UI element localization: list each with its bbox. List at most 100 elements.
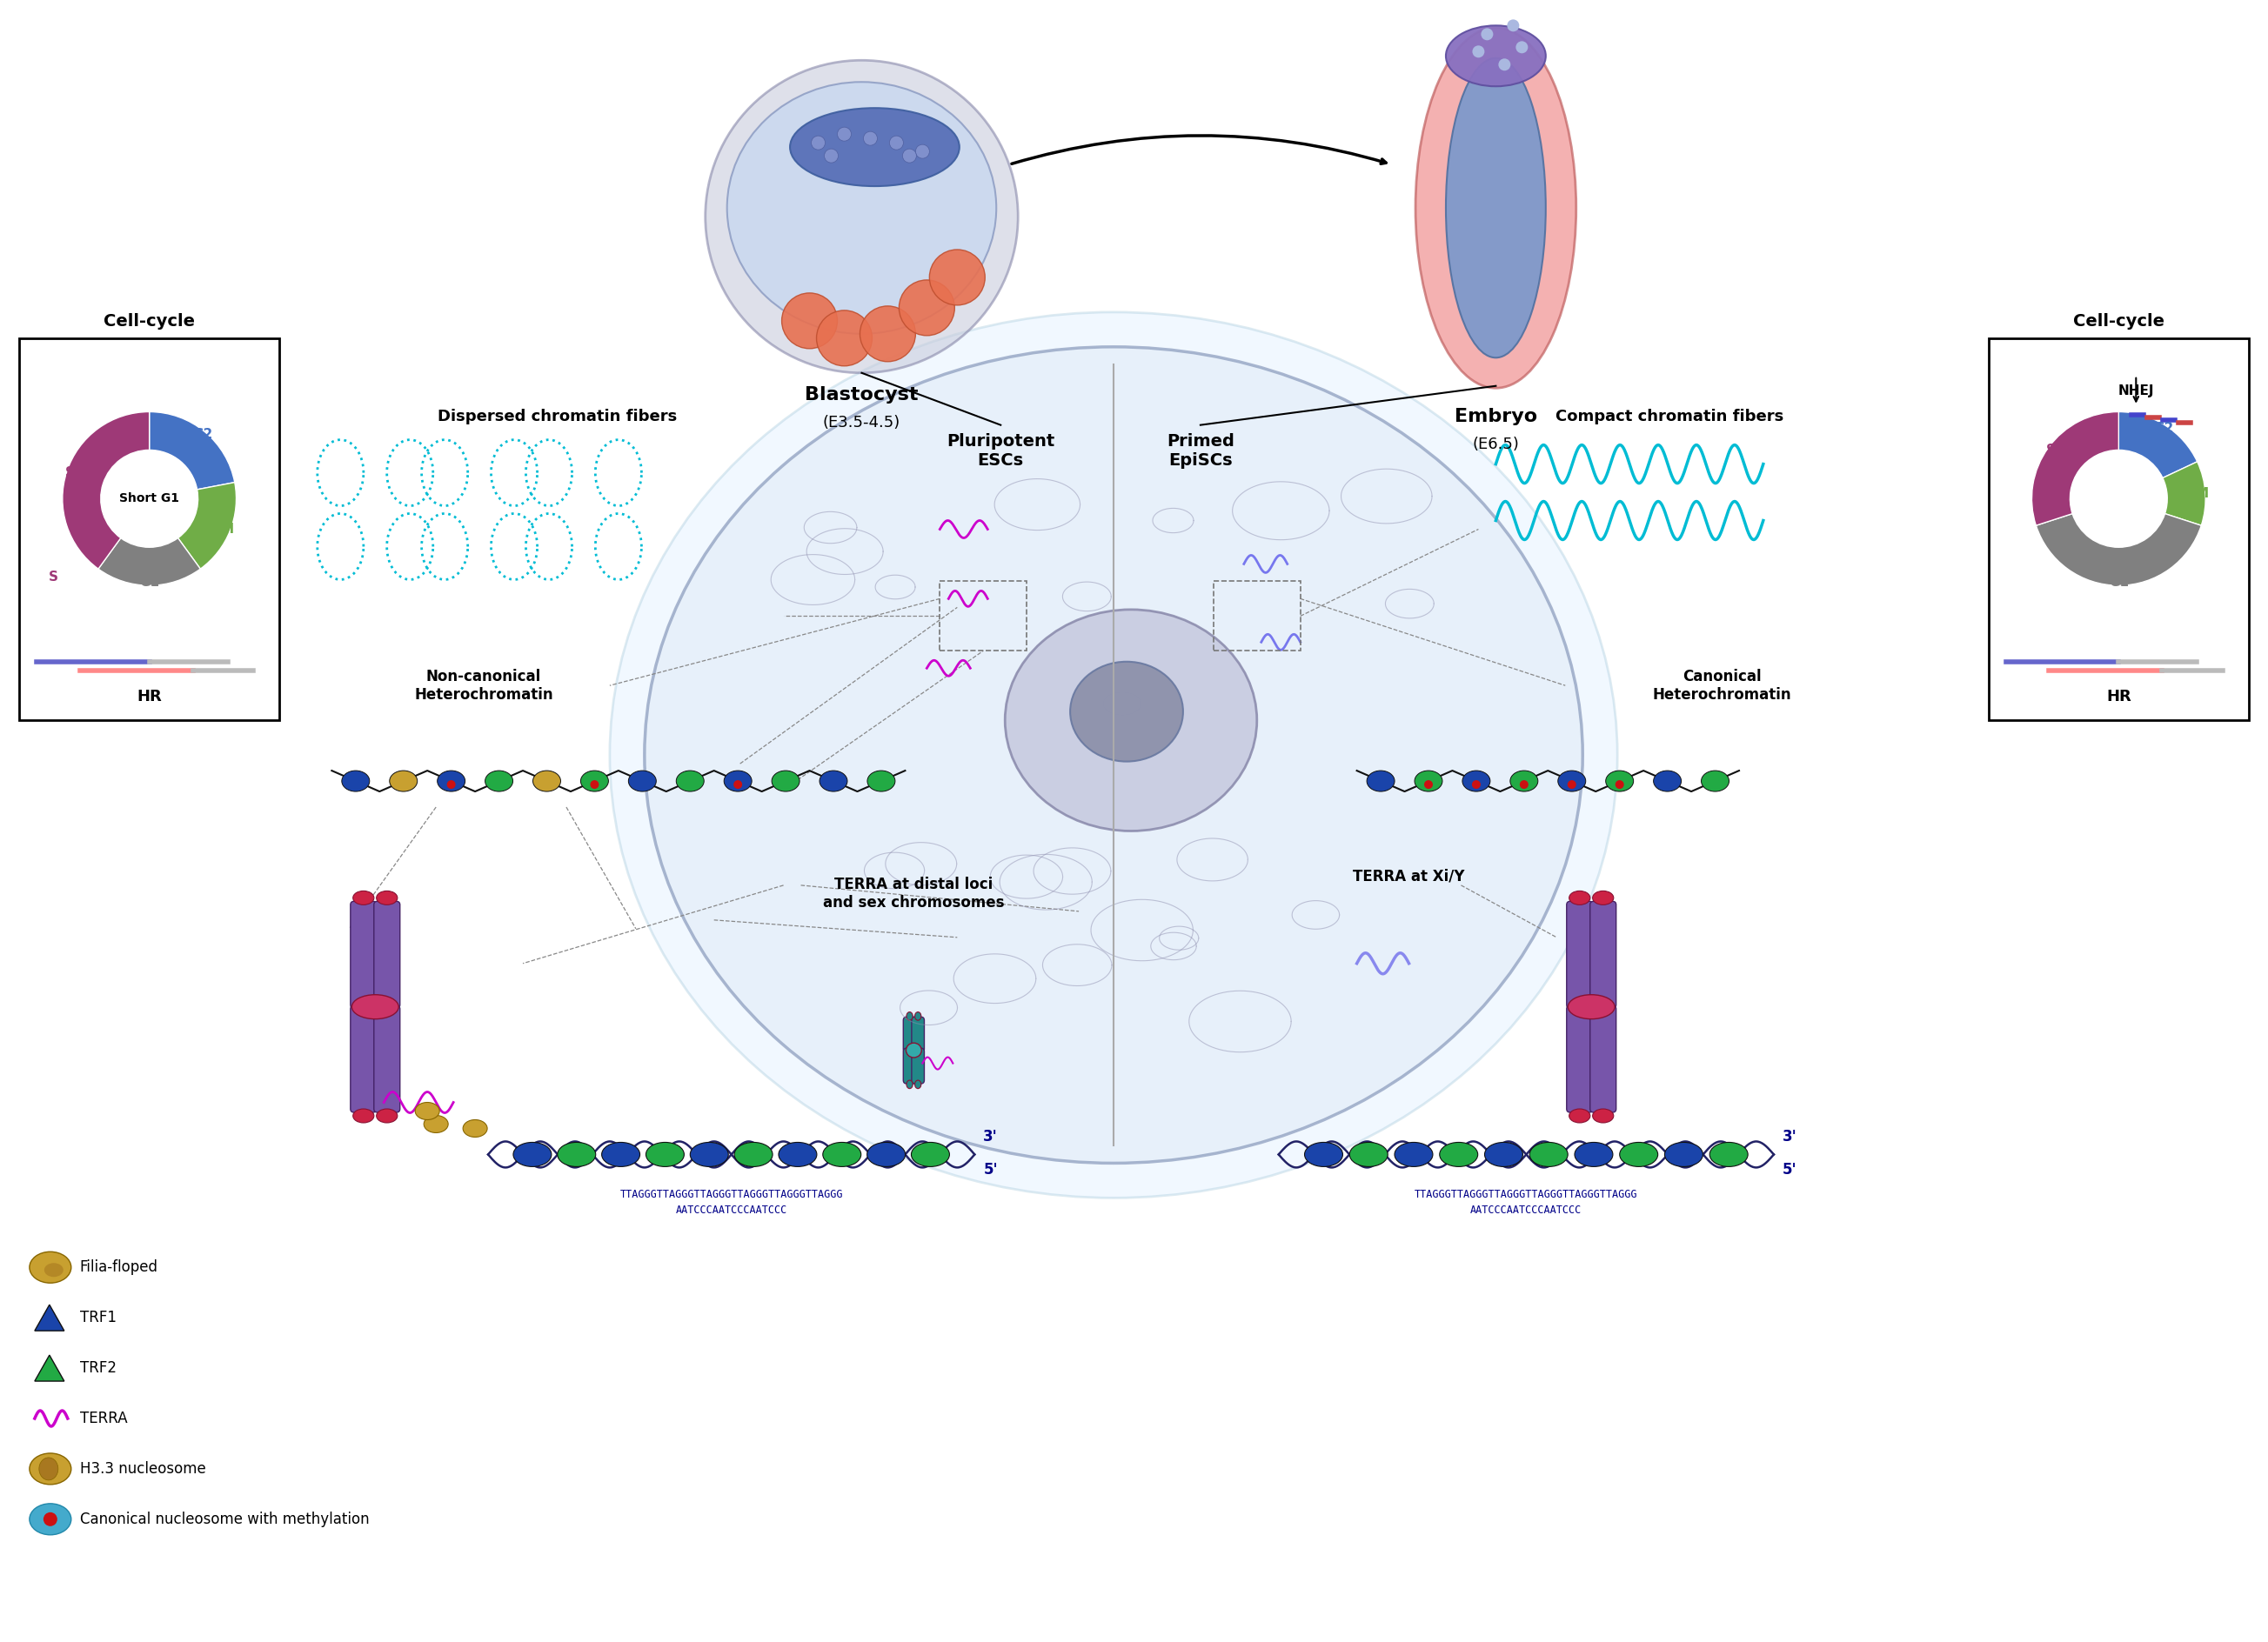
- Ellipse shape: [1463, 770, 1490, 791]
- Ellipse shape: [1395, 1143, 1433, 1166]
- Circle shape: [930, 250, 984, 305]
- Text: Compact chromatin fibers: Compact chromatin fibers: [1556, 409, 1783, 424]
- Ellipse shape: [1510, 770, 1538, 791]
- Wedge shape: [2032, 412, 2118, 525]
- Ellipse shape: [1447, 57, 1547, 358]
- Ellipse shape: [1569, 1108, 1590, 1123]
- Text: G2: G2: [2152, 422, 2173, 435]
- Ellipse shape: [823, 1143, 862, 1166]
- Ellipse shape: [610, 312, 1617, 1199]
- Ellipse shape: [644, 346, 1583, 1163]
- Ellipse shape: [1558, 770, 1585, 791]
- Text: AATCCCAATCCCAATCCC: AATCCCAATCCCAATCCC: [1470, 1205, 1583, 1217]
- Text: Blastocyst: Blastocyst: [805, 386, 919, 404]
- Ellipse shape: [354, 892, 374, 905]
- FancyBboxPatch shape: [1590, 1005, 1617, 1112]
- Ellipse shape: [438, 770, 465, 791]
- Ellipse shape: [907, 1080, 912, 1089]
- FancyBboxPatch shape: [1989, 338, 2250, 721]
- Text: TTAGGGTTAGGGTTAGGGTTAGGGTTAGGGTTAGGG: TTAGGGTTAGGGTTAGGGTTAGGGTTAGGGTTAGGG: [1415, 1189, 1637, 1200]
- Circle shape: [1481, 28, 1492, 41]
- Circle shape: [1567, 780, 1576, 788]
- Text: TRF2: TRF2: [79, 1360, 116, 1376]
- Ellipse shape: [1574, 1143, 1613, 1166]
- Circle shape: [1472, 780, 1481, 788]
- Circle shape: [864, 131, 878, 146]
- Ellipse shape: [1665, 1143, 1703, 1166]
- Ellipse shape: [1592, 892, 1613, 905]
- Wedge shape: [2037, 514, 2202, 586]
- Ellipse shape: [771, 770, 801, 791]
- Polygon shape: [34, 1355, 64, 1381]
- Circle shape: [823, 149, 839, 163]
- Ellipse shape: [533, 770, 560, 791]
- Text: (E6.5): (E6.5): [1472, 437, 1520, 452]
- Ellipse shape: [1368, 770, 1395, 791]
- Ellipse shape: [723, 770, 751, 791]
- Circle shape: [816, 310, 873, 366]
- Ellipse shape: [376, 892, 397, 905]
- Circle shape: [916, 144, 930, 158]
- Ellipse shape: [1567, 995, 1615, 1020]
- Text: Primed
EpiSCs: Primed EpiSCs: [1166, 433, 1234, 470]
- Ellipse shape: [1486, 1143, 1522, 1166]
- Text: G2: G2: [193, 429, 213, 442]
- FancyBboxPatch shape: [1567, 1005, 1592, 1112]
- Ellipse shape: [1606, 770, 1633, 791]
- Text: M: M: [2195, 488, 2209, 499]
- FancyBboxPatch shape: [903, 1016, 916, 1053]
- FancyBboxPatch shape: [1567, 901, 1592, 1008]
- Ellipse shape: [376, 1108, 397, 1123]
- Text: HR: HR: [136, 690, 161, 704]
- Text: TERRA: TERRA: [79, 1410, 127, 1427]
- Text: S: S: [50, 570, 59, 583]
- Ellipse shape: [866, 770, 896, 791]
- Ellipse shape: [513, 1143, 551, 1166]
- FancyBboxPatch shape: [18, 338, 279, 721]
- Ellipse shape: [354, 1108, 374, 1123]
- Ellipse shape: [29, 1504, 70, 1535]
- Circle shape: [705, 61, 1018, 373]
- Circle shape: [837, 126, 850, 141]
- Text: Dispersed chromatin fibers: Dispersed chromatin fibers: [438, 409, 678, 424]
- Ellipse shape: [485, 770, 513, 791]
- Ellipse shape: [39, 1458, 59, 1479]
- Circle shape: [1615, 780, 1624, 788]
- Ellipse shape: [789, 108, 959, 186]
- Ellipse shape: [424, 1115, 449, 1133]
- Ellipse shape: [1701, 770, 1728, 791]
- Text: TERRA at Xi/Y: TERRA at Xi/Y: [1354, 869, 1465, 885]
- Ellipse shape: [1592, 1108, 1613, 1123]
- Text: AATCCCAATCCCAATCCC: AATCCCAATCCCAATCCC: [676, 1205, 787, 1217]
- Circle shape: [590, 780, 599, 788]
- Text: HR: HR: [2107, 690, 2132, 704]
- Ellipse shape: [390, 770, 417, 791]
- Text: Filia-floped: Filia-floped: [79, 1259, 159, 1276]
- Ellipse shape: [352, 995, 399, 1020]
- FancyBboxPatch shape: [374, 1005, 399, 1112]
- Ellipse shape: [735, 1143, 773, 1166]
- Text: TERRA at distal loci
and sex chromosomes: TERRA at distal loci and sex chromosomes: [823, 877, 1005, 911]
- Circle shape: [1499, 59, 1510, 71]
- Text: G1: G1: [2109, 575, 2130, 588]
- Ellipse shape: [1529, 1143, 1567, 1166]
- Ellipse shape: [1005, 609, 1256, 831]
- Text: S: S: [2046, 443, 2057, 456]
- Wedge shape: [177, 483, 236, 568]
- Text: S: S: [66, 466, 75, 479]
- Text: Cell-cycle: Cell-cycle: [2073, 314, 2164, 330]
- Circle shape: [1515, 41, 1529, 53]
- Ellipse shape: [778, 1143, 816, 1166]
- Ellipse shape: [914, 1011, 921, 1020]
- FancyBboxPatch shape: [912, 1048, 925, 1084]
- Ellipse shape: [1415, 770, 1442, 791]
- Text: Short G1: Short G1: [120, 493, 179, 504]
- Text: 5': 5': [984, 1163, 998, 1177]
- Ellipse shape: [463, 1120, 488, 1138]
- FancyBboxPatch shape: [352, 1005, 376, 1112]
- Circle shape: [903, 149, 916, 163]
- Ellipse shape: [628, 770, 655, 791]
- Wedge shape: [64, 412, 150, 568]
- Ellipse shape: [907, 1011, 912, 1020]
- Wedge shape: [150, 412, 234, 489]
